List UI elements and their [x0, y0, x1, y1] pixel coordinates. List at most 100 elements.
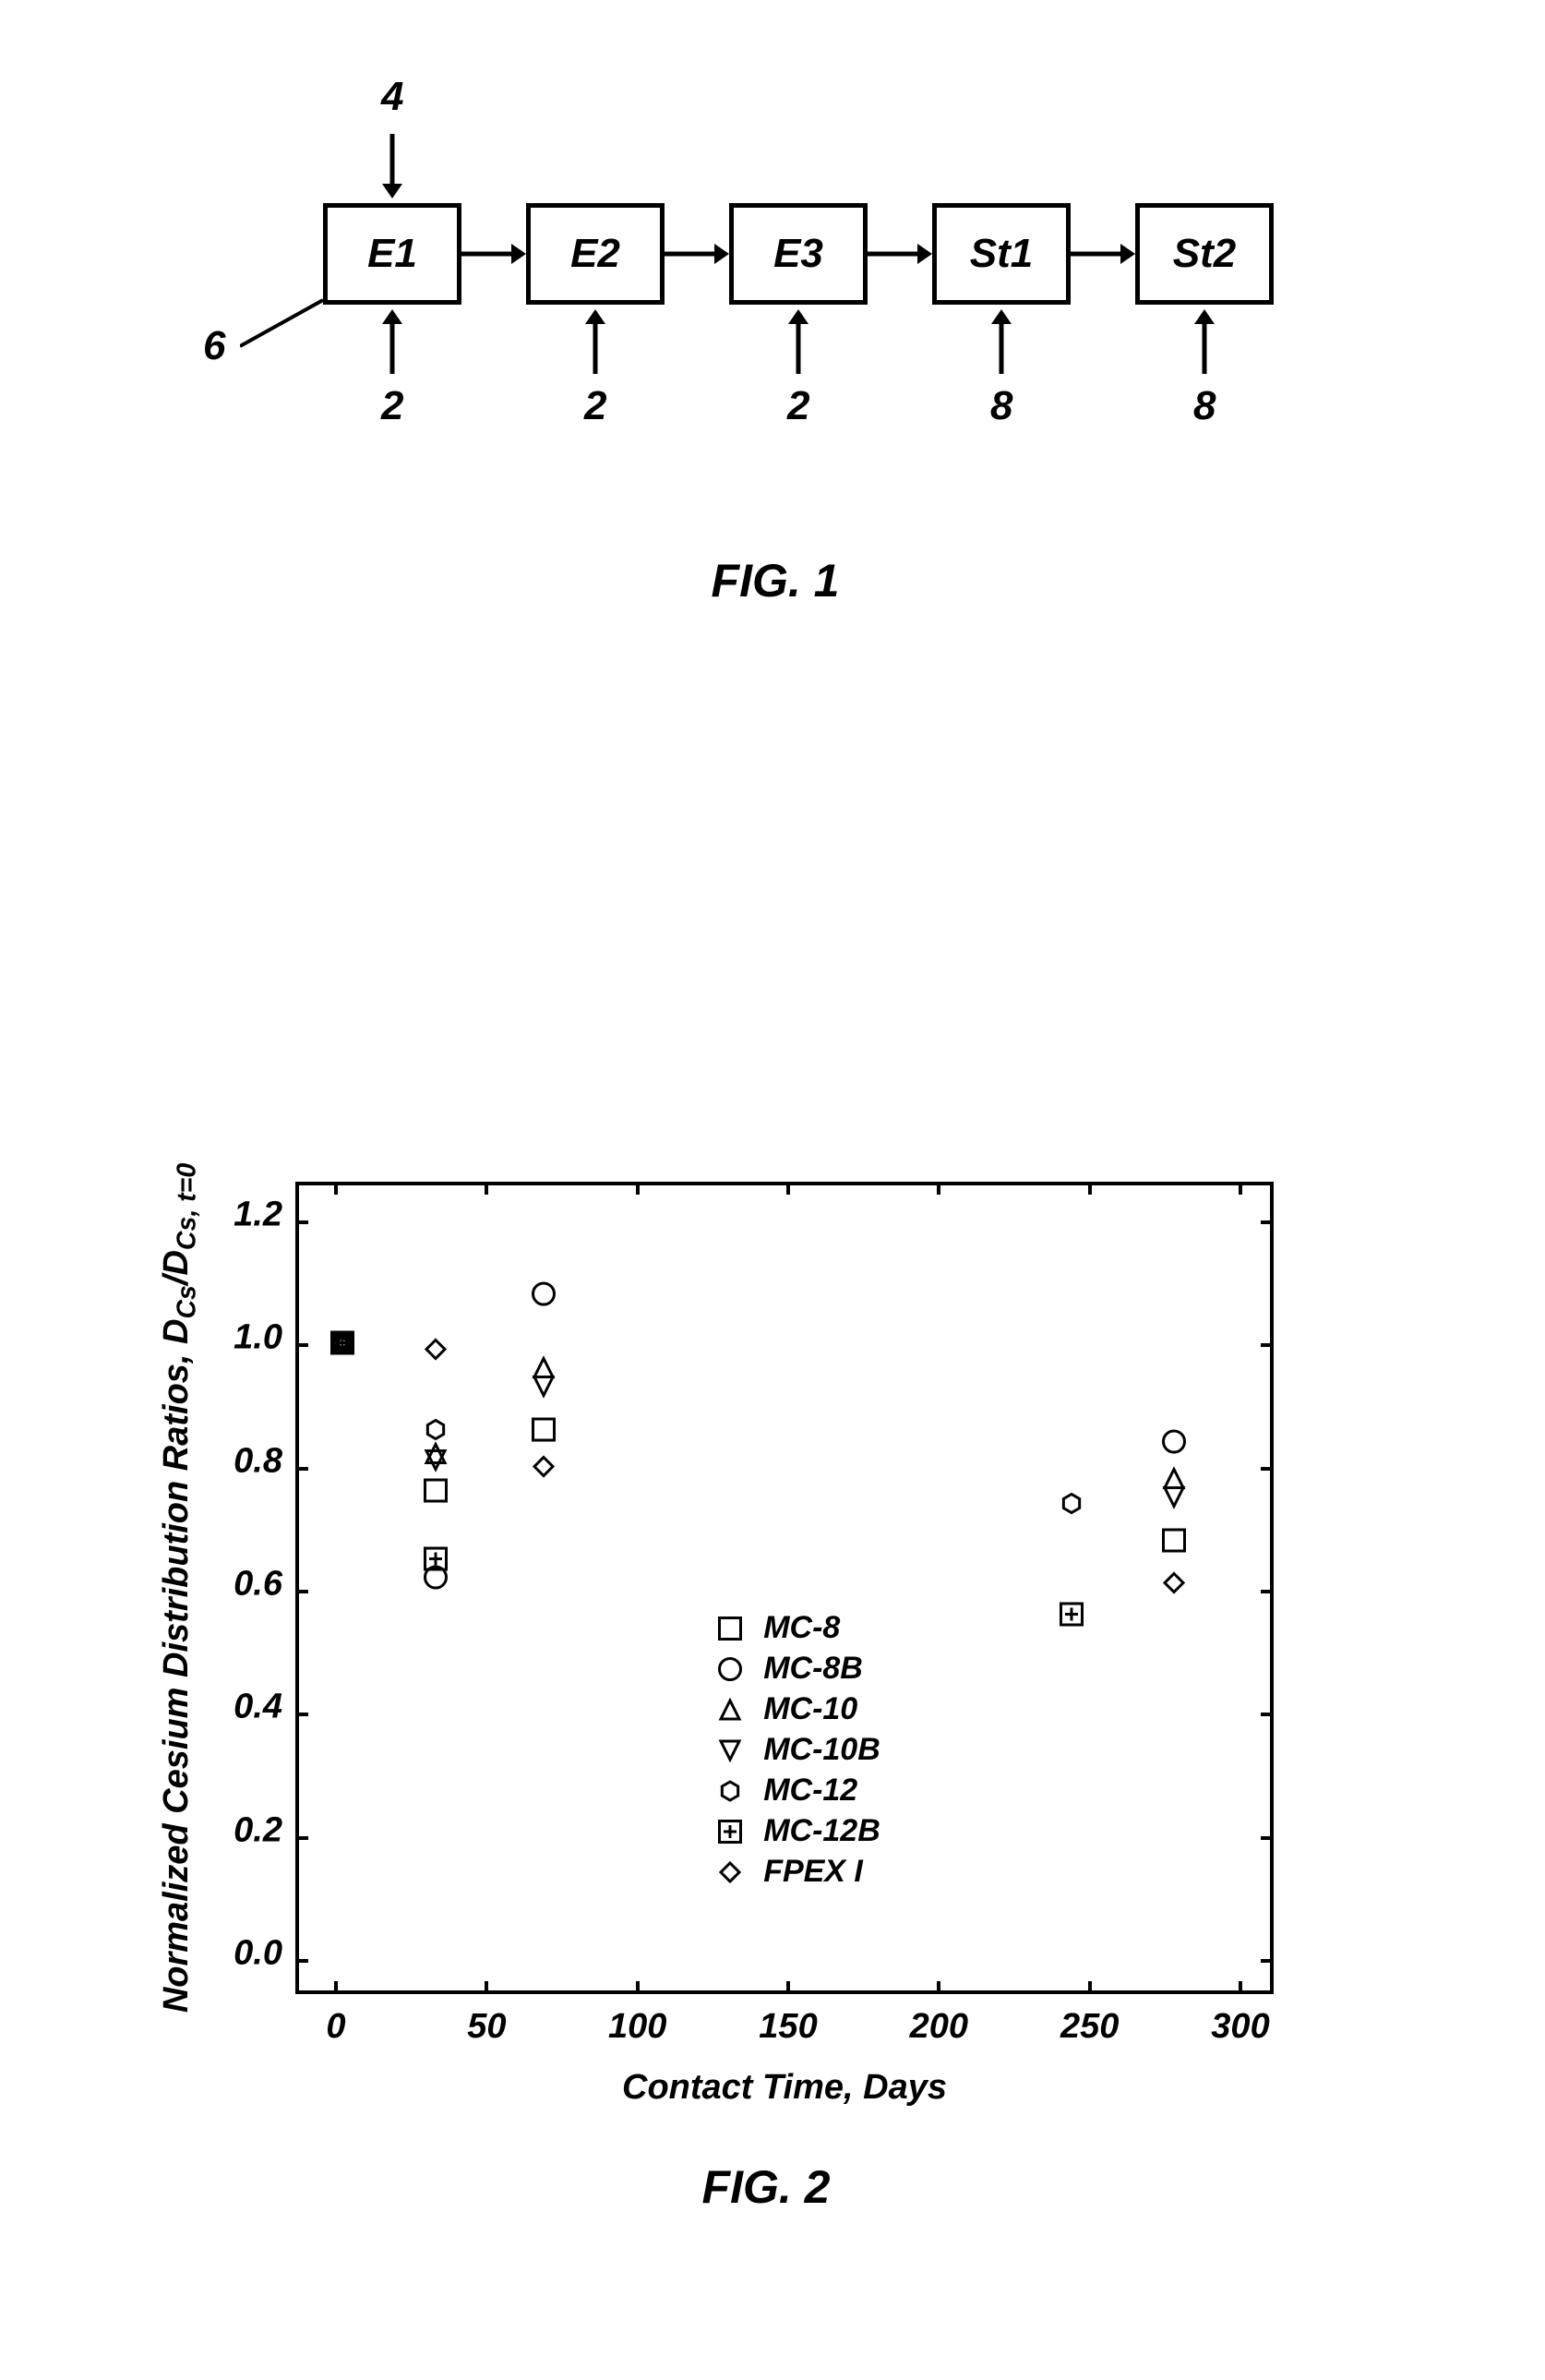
chart-tick-mark [295, 1590, 308, 1593]
flowchart-box: E1 [323, 203, 461, 305]
chart-data-point [424, 1417, 448, 1446]
arrow-right-icon [1071, 203, 1135, 305]
chart-tick-mark [295, 1713, 308, 1716]
chart-x-tick-label: 300 [1211, 1990, 1269, 2047]
chart-tick-mark [636, 1981, 640, 1994]
chart-legend-item: MC-12B [710, 1811, 880, 1852]
chart-legend-marker-icon [710, 1738, 750, 1762]
figure-2-chart: Normalized Cesium Distribution Ratios, D… [111, 1145, 1421, 2308]
chart-tick-mark [1261, 1467, 1274, 1471]
chart-legend-label: MC-12 [750, 1773, 857, 1809]
chart-tick-mark [1261, 1713, 1274, 1716]
chart-tick-mark [937, 1182, 940, 1195]
chart-legend-marker-icon [710, 1657, 750, 1681]
chart-legend-marker-icon [710, 1779, 750, 1803]
chart-tick-mark [1239, 1182, 1242, 1195]
chart-y-tick-label: 0.6 [234, 1565, 299, 1605]
chart-data-point [424, 1479, 448, 1508]
chart-data-point [532, 1375, 556, 1403]
chart-legend: MC-8MC-8B MC-10MC-10BMC-12 MC-12BFPEX I [710, 1608, 880, 1893]
arrow-right-icon [461, 203, 526, 305]
chart-data-point [532, 1454, 556, 1483]
chart-y-axis-label: Normalized Cesium Distribution Ratios, D… [157, 1163, 203, 2013]
chart-data-point [424, 1546, 448, 1575]
arrow-up-icon [1191, 309, 1218, 379]
flowchart-box: E3 [729, 203, 868, 305]
chart-legend-label: MC-8B [750, 1651, 863, 1687]
chart-data-point [424, 1448, 448, 1477]
chart-y-tick-label: 0.2 [234, 1810, 299, 1850]
arrow-up-icon [378, 309, 406, 379]
chart-tick-mark [1088, 1182, 1092, 1195]
chart-data-point [330, 1331, 354, 1360]
chart-y-tick-label: 1.2 [234, 1196, 299, 1235]
figure-1-flowchart: E1 E2 E3 St1 St2 FIG. 1 46 2 2 2 8 8 [185, 55, 1366, 628]
chart-legend-marker-icon [710, 1820, 750, 1844]
flowchart-side-label: 6 [203, 323, 225, 369]
chart-legend-item: MC-10B [710, 1730, 880, 1771]
callout-line [240, 295, 332, 355]
chart-x-axis-label: Contact Time, Days [295, 2068, 1274, 2108]
chart-x-tick-label: 100 [608, 1990, 666, 2047]
chart-legend-marker-icon [710, 1860, 750, 1884]
chart-data-point [1060, 1602, 1084, 1630]
chart-data-point [1060, 1491, 1084, 1520]
flowchart-input-label: 2 [787, 383, 809, 429]
flowchart-input-label: 8 [990, 383, 1012, 429]
flowchart-row: E1 E2 E3 St1 St2 [323, 203, 1274, 305]
chart-data-point [532, 1417, 556, 1446]
chart-y-tick-label: 0.0 [234, 1934, 299, 1974]
chart-legend-label: MC-10 [750, 1691, 857, 1727]
chart-tick-mark [1261, 1959, 1274, 1963]
arrow-up-icon [784, 309, 812, 379]
chart-tick-mark [1088, 1981, 1092, 1994]
flowchart-box: St1 [932, 203, 1071, 305]
flowchart-box: E2 [526, 203, 665, 305]
chart-tick-mark [1261, 1590, 1274, 1593]
chart-legend-item: MC-12 [710, 1771, 880, 1811]
chart-legend-item: FPEX I [710, 1852, 880, 1893]
chart-x-tick-label: 250 [1060, 1990, 1119, 2047]
chart-tick-mark [1261, 1343, 1274, 1347]
arrow-down-icon [378, 134, 406, 203]
chart-tick-mark [1261, 1220, 1274, 1224]
chart-tick-mark [786, 1981, 790, 1994]
chart-y-tick-label: 0.4 [234, 1688, 299, 1727]
chart-y-tick-label: 1.0 [234, 1318, 299, 1358]
chart-data-point [1162, 1528, 1186, 1557]
arrow-up-icon [988, 309, 1015, 379]
chart-tick-mark [636, 1182, 640, 1195]
figure-1-caption: FIG. 1 [185, 554, 1366, 607]
chart-tick-mark [1239, 1981, 1242, 1994]
flowchart-input-label: 2 [584, 383, 606, 429]
chart-plot-area: 0.00.20.40.60.81.01.2050100150200250300 … [295, 1182, 1274, 1994]
chart-tick-mark [295, 1836, 308, 1840]
chart-x-tick-label: 50 [467, 1990, 506, 2047]
chart-data-point [424, 1338, 448, 1366]
flowchart-box: St2 [1135, 203, 1274, 305]
chart-data-point [532, 1282, 556, 1311]
chart-x-tick-label: 150 [759, 1990, 817, 2047]
chart-legend-item: MC-10 [710, 1689, 880, 1730]
arrow-right-icon [665, 203, 729, 305]
chart-tick-mark [786, 1182, 790, 1195]
chart-tick-mark [295, 1343, 308, 1347]
chart-tick-mark [485, 1182, 488, 1195]
chart-data-point [1162, 1485, 1186, 1514]
chart-tick-mark [295, 1467, 308, 1471]
chart-tick-mark [485, 1981, 488, 1994]
flowchart-input-label: 4 [381, 74, 403, 120]
chart-x-tick-label: 200 [910, 1990, 968, 2047]
flowchart-input-label: 8 [1193, 383, 1216, 429]
chart-tick-mark [295, 1959, 308, 1963]
chart-y-tick-label: 0.8 [234, 1441, 299, 1481]
arrow-up-icon [581, 309, 609, 379]
chart-tick-mark [1261, 1836, 1274, 1840]
arrow-right-icon [868, 203, 932, 305]
chart-tick-mark [937, 1981, 940, 1994]
chart-legend-item: MC-8 [710, 1608, 880, 1649]
chart-tick-mark [334, 1981, 338, 1994]
figure-2-caption: FIG. 2 [111, 2160, 1421, 2214]
chart-legend-item: MC-8B [710, 1649, 880, 1689]
chart-x-tick-label: 0 [326, 1990, 345, 2047]
